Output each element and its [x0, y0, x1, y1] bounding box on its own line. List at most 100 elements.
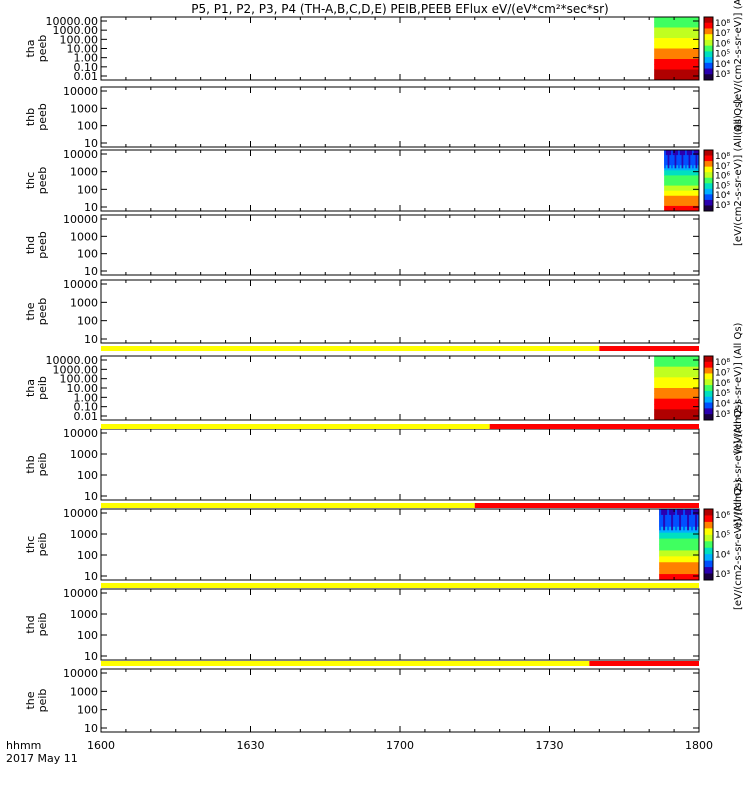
colorbar-label: [eV/(cm2-s-sr-eV)] (All — [733, 0, 744, 104]
colorbar: 10⁶ 10⁵ 10⁴ 10³ [eV/(cm2-s-sr-eV)] (All Qs) — [703, 479, 744, 610]
colorbar-cell — [704, 194, 713, 201]
colorbar-tick-label: 10⁴ — [715, 60, 730, 70]
colorbar-cell — [704, 34, 713, 41]
panel-probe-label: thb — [24, 455, 37, 473]
colorbar-cell — [704, 367, 713, 374]
spectrogram-cell — [654, 38, 699, 44]
colorbar-cell — [704, 356, 713, 363]
colorbar-tick-label: 10³ — [715, 70, 730, 80]
panel-probe-label: thb — [24, 108, 37, 126]
colorbar-cell — [704, 161, 713, 168]
spectrogram-stripe — [667, 509, 670, 531]
colorbar-tick-label: 10³ — [715, 570, 730, 580]
spectrogram-cell — [654, 393, 699, 400]
y-tick-label: 10000 — [63, 85, 98, 98]
colorbar-cell — [704, 385, 713, 392]
colorbar-cell — [704, 528, 713, 536]
panel-probe-label: the — [24, 691, 37, 709]
panel-probe-label: the — [24, 302, 37, 320]
colorbar-tick-label: 10⁶ — [715, 39, 730, 49]
spectrogram-cell — [654, 366, 699, 373]
y-tick-label: 100 — [77, 549, 98, 562]
spectrogram-cell — [654, 356, 699, 362]
spectrogram-cell — [654, 361, 699, 368]
y-tick-label: 1000 — [70, 230, 98, 243]
colorbar-tick-label: 10⁴ — [715, 191, 730, 201]
y-tick-label: 10000 — [63, 427, 98, 440]
spectrogram-stripe — [674, 150, 677, 169]
colorbar-cell — [704, 39, 713, 47]
spectrogram-cell — [654, 409, 699, 416]
colorbar-tick-label: 10⁵ — [715, 531, 730, 541]
spectrogram-stripe — [667, 150, 670, 169]
y-tick-label: 10 — [84, 137, 98, 150]
spectrogram-cell — [654, 64, 699, 70]
y-tick-label: 100 — [77, 704, 98, 717]
x-tick-label: 1800 — [685, 739, 713, 752]
y-tick-label: 0.01 — [74, 410, 99, 423]
colorbar-cell — [704, 150, 713, 157]
colorbar-cell — [704, 408, 713, 415]
y-tick-label: 0.01 — [74, 70, 99, 83]
colorbar-cell — [704, 414, 713, 421]
x-tick-label: 1630 — [237, 739, 265, 752]
spectrogram-stripe — [671, 509, 674, 531]
panel-inst-label: peeb — [36, 298, 49, 326]
y-tick-label: 100 — [77, 315, 98, 328]
panel-probe-label: tha — [24, 379, 37, 397]
y-tick-label: 10 — [84, 265, 98, 278]
y-tick-label: 10000 — [63, 213, 98, 226]
spectrogram-cell — [664, 200, 699, 207]
y-tick-label: 10 — [84, 650, 98, 663]
spectrogram-stripe — [691, 509, 694, 531]
colorbar-label: (All Qs) — [733, 99, 744, 136]
panel-frame — [100, 355, 700, 421]
y-tick-label: 10000.00 — [46, 15, 99, 28]
panel-probe-label: thc — [24, 172, 37, 189]
spectrogram-cell — [654, 377, 699, 384]
colorbar-cell — [704, 188, 713, 195]
y-tick-label: 100.00 — [60, 33, 99, 46]
colorbar-cell — [704, 379, 713, 386]
y-tick-label: 1000 — [70, 102, 98, 115]
colorbar-tick-label: 10³ — [715, 410, 730, 420]
y-tick-label: 1000 — [70, 448, 98, 461]
spectrogram-stripe — [671, 150, 673, 169]
colorbar-cell — [704, 57, 713, 64]
colorbar-cell — [704, 177, 713, 184]
y-tick-label: 10000 — [63, 667, 98, 680]
spectrogram-cell — [654, 53, 699, 60]
spectrogram-cell — [664, 180, 699, 187]
panel-probe-label: tha — [24, 39, 37, 57]
colorbar-cell — [704, 521, 713, 529]
spectrogram-stripe — [692, 150, 694, 169]
panel-inst-label: peib — [36, 533, 49, 557]
colorbar-tick-label: 10⁸ — [715, 152, 730, 162]
panel-probe-label: thc — [24, 536, 37, 553]
panel-frame — [100, 668, 700, 733]
y-tick-label: 1.00 — [74, 391, 99, 404]
colorbar-cell — [704, 74, 713, 81]
flag-bar-yellow — [101, 583, 699, 588]
y-tick-label: 100 — [77, 469, 98, 482]
flag-bar-red — [589, 661, 699, 666]
panel-probe-label: thd — [24, 615, 37, 633]
spectrogram-cell — [654, 404, 699, 410]
spectrogram-stripe — [679, 509, 682, 531]
spectrogram-cell — [654, 382, 699, 389]
panel-frame — [100, 16, 700, 81]
colorbar-cell — [704, 51, 713, 58]
colorbar-frame — [703, 149, 714, 212]
colorbar-tick-label: 10⁶ — [715, 511, 730, 521]
spectrogram-cell — [654, 43, 699, 49]
colorbar-cell — [704, 199, 713, 206]
panel-inst-label: peeb — [36, 35, 49, 63]
y-tick-label: 1000.00 — [53, 363, 99, 376]
flag-bar-yellow — [101, 424, 490, 429]
y-tick-label: 0.10 — [74, 401, 99, 414]
